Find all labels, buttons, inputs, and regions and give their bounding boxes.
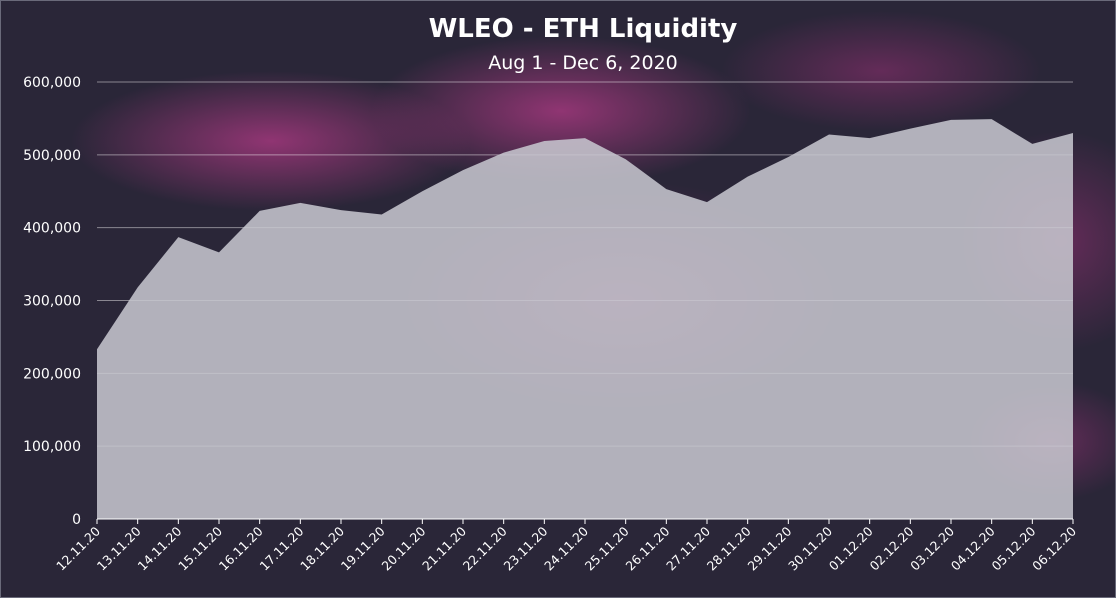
y-tick-label: 300,000 (23, 294, 81, 310)
y-axis-tick-labels: 0 100,000 200,000 300,000 400,000 500,000 600,… (23, 75, 81, 528)
y-tick-label: 100,000 (23, 439, 81, 455)
chart-subtitle: Aug 1 - Dec 6, 2020 (488, 52, 678, 74)
area-series (97, 119, 1073, 520)
y-tick-label: 600,000 (23, 75, 81, 91)
x-axis (96, 518, 1074, 524)
y-tick-label: 200,000 (23, 366, 81, 382)
y-tick-label: 500,000 (23, 148, 81, 164)
x-axis-tick-labels: 12.11.2013.11.2014.11.2015.11.2016.11.20… (53, 523, 1079, 573)
y-tick-label: 0 (72, 512, 81, 528)
x-tick-label: 06.12.20 (1029, 523, 1079, 573)
y-tick-label: 400,000 (23, 221, 81, 237)
chart-title: WLEO - ETH Liquidity (429, 14, 738, 44)
